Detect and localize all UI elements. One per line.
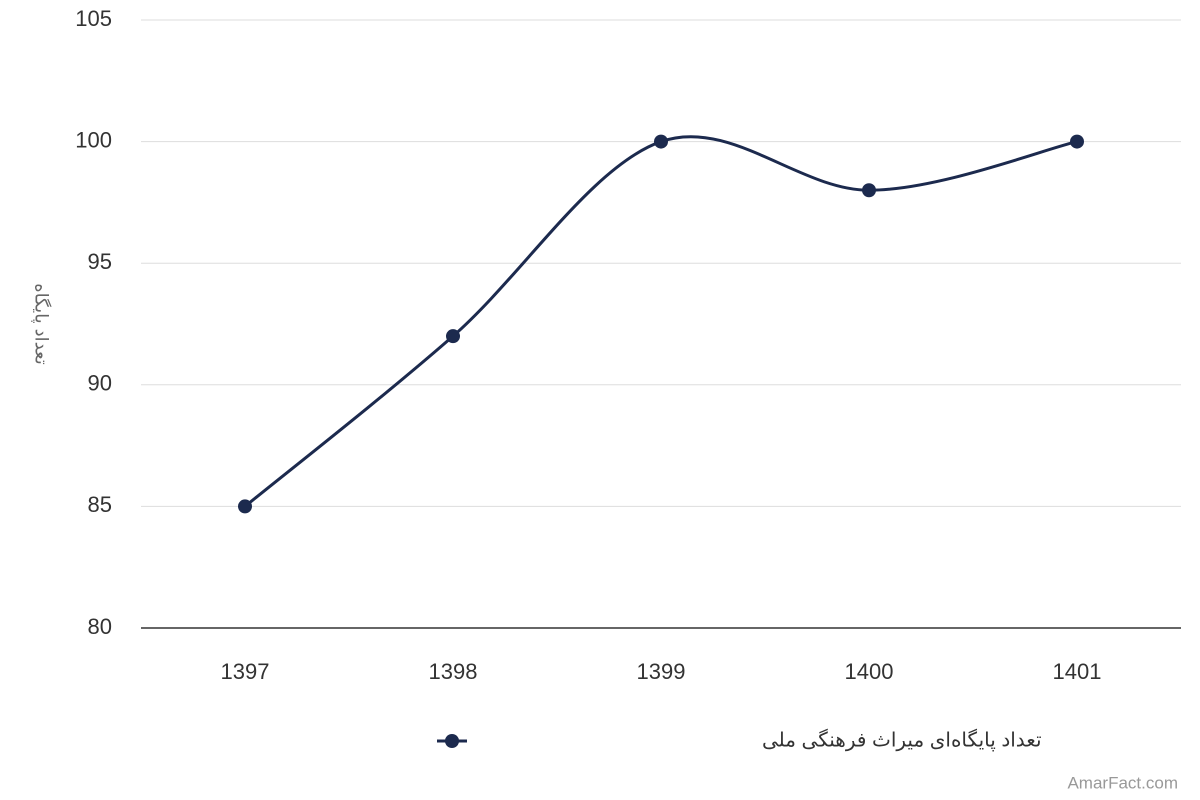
- point: [446, 329, 460, 344]
- x-tick-label: 1399: [637, 659, 686, 684]
- point: [654, 134, 668, 149]
- y-tick-label: 90: [88, 371, 112, 396]
- y-tick-label: 95: [88, 249, 112, 274]
- point: [1070, 134, 1084, 149]
- watermark: AmarFact.com: [1067, 773, 1178, 792]
- point: [862, 183, 876, 198]
- y-tick-label: 80: [88, 614, 112, 639]
- x-tick-label: 1401: [1053, 659, 1102, 684]
- x-tick-label: 1398: [429, 659, 478, 684]
- line: [244, 135, 1078, 508]
- y-tick-label: 85: [88, 492, 112, 517]
- y-tick-label: 105: [75, 6, 112, 31]
- legend-marker: [445, 734, 459, 748]
- legend-label: تعداد پایگاه‌ای میراث فرهنگی ملی: [762, 728, 1042, 752]
- y-tick-label: 100: [75, 127, 112, 152]
- x-tick-label: 1400: [845, 659, 894, 684]
- point: [238, 499, 252, 514]
- y-axis-label: تعداد پایگاه: [30, 283, 52, 365]
- x-tick-label: 1397: [221, 659, 270, 684]
